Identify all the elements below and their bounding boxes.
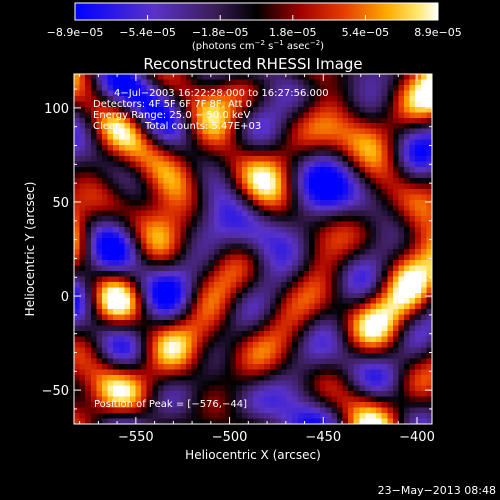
y-tick-label: 50: [52, 196, 69, 211]
x-tick-labels: −550 −500 −450 −400: [118, 430, 435, 445]
peak-position-annotation: Position of Peak = [−576,−44]: [94, 399, 247, 410]
y-tick-labels: −50 0 50 100: [42, 102, 69, 399]
colorbar-tick-label: −8.9e−05: [47, 26, 104, 39]
colorbar: [74, 2, 439, 21]
colorbar-tick-label: −1.8e−05: [192, 26, 249, 39]
detectors-annotation: Detectors: 4F 5F 6F 7F 8F, Att 0: [93, 99, 252, 110]
x-axis-label: Heliocentric X (arcsec): [185, 448, 321, 462]
y-tick-label: −50: [42, 384, 69, 399]
colorbar-tick-label: 1.8e−05: [269, 26, 316, 39]
plot-frame: [73, 73, 433, 425]
x-tick-label: −450: [305, 430, 341, 445]
clean-annotation: Clean: [93, 121, 121, 132]
time-range-annotation: 4−Jul−2003 16:22:28.000 to 16:27:56.000: [114, 88, 329, 99]
footer-timestamp: 23−May−2013 08:48: [378, 484, 496, 497]
axis-ticks: [74, 74, 432, 424]
colorbar-tick-label: −5.4e−05: [119, 26, 176, 39]
heatmap-image: [74, 74, 432, 424]
total-counts-annotation: Total counts: 5.47E+03: [144, 121, 261, 132]
colorbar-units-label: (photons cm−2 s−1 asec−2): [192, 39, 324, 52]
x-tick-label: −500: [212, 430, 248, 445]
y-tick-label: 100: [44, 102, 69, 117]
colorbar-ticks: [74, 15, 439, 20]
x-tick-label: −400: [399, 430, 435, 445]
colorbar-tick-label: 5.4e−05: [342, 26, 389, 39]
x-tick-label: −550: [118, 430, 154, 445]
y-tick-label: 0: [61, 290, 69, 305]
plot-annotations: 4−Jul−2003 16:22:28.000 to 16:27:56.000 …: [93, 88, 329, 410]
colorbar-tick-label: 8.9e−05: [414, 26, 461, 39]
energy-range-annotation: Energy Range: 25.0 − 50.0 keV: [93, 110, 250, 121]
y-axis-label: Heliocentric Y (arcsec): [23, 182, 37, 317]
colorbar-tick-labels: −8.9e−05 −5.4e−05 −1.8e−05 1.8e−05 5.4e−…: [47, 26, 462, 39]
chart-title: Reconstructed RHESSI Image: [143, 55, 362, 73]
